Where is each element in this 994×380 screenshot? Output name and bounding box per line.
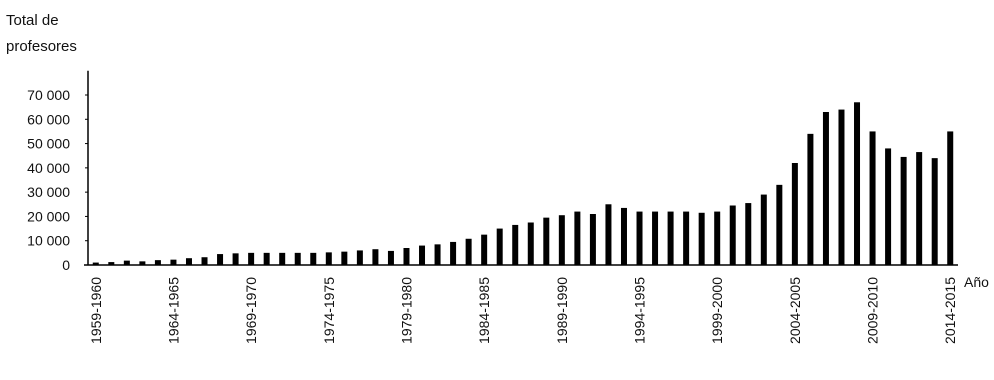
- bar: [667, 211, 674, 265]
- bar: [885, 148, 892, 265]
- y-axis-title: Total de profesores: [6, 12, 77, 55]
- bar: [791, 163, 798, 265]
- bar: [310, 252, 317, 265]
- x-tick-label: 2014-2015: [942, 277, 958, 344]
- x-axis-title: Año: [964, 274, 989, 290]
- y-tick-label: 50 000: [27, 136, 70, 152]
- y-tick-label: 60 000: [27, 111, 70, 127]
- bar: [434, 244, 441, 265]
- bar: [294, 252, 301, 265]
- bar: [387, 250, 394, 265]
- bar: [527, 222, 534, 265]
- bar: [201, 257, 208, 265]
- x-tick-label: 2004-2005: [787, 277, 803, 344]
- bar: [729, 205, 736, 265]
- y-tick-label: 0: [62, 257, 70, 273]
- bar: [341, 251, 348, 265]
- bar: [170, 259, 177, 265]
- bar: [698, 212, 705, 265]
- y-tick-label: 70 000: [27, 87, 70, 103]
- bar: [776, 184, 783, 265]
- bar: [947, 131, 954, 265]
- y-tick-label: 40 000: [27, 160, 70, 176]
- bar: [92, 262, 99, 265]
- bar: [558, 215, 565, 265]
- bar: [807, 133, 814, 265]
- y-tick-label: 30 000: [27, 184, 70, 200]
- bar: [589, 214, 596, 265]
- bar: [217, 254, 224, 265]
- bar: [481, 234, 488, 265]
- bar: [636, 211, 643, 265]
- bar: [822, 112, 829, 265]
- y-tick-label: 10 000: [27, 233, 70, 249]
- x-tick-label: 1989-1990: [554, 277, 570, 344]
- bar: [185, 258, 192, 265]
- bar: [683, 211, 690, 265]
- x-tick-label: 1964-1965: [165, 277, 181, 344]
- bar: [403, 248, 410, 265]
- x-tick-label: 1974-1975: [321, 277, 337, 344]
- bar: [232, 253, 239, 265]
- x-tick-label: 1994-1995: [632, 277, 648, 344]
- bar: [760, 194, 767, 265]
- bar: [652, 211, 659, 265]
- bar: [279, 252, 286, 265]
- bar: [900, 156, 907, 265]
- x-tick-label: 1969-1970: [243, 277, 259, 344]
- bar: [139, 261, 146, 265]
- x-tick-label: 1979-1980: [398, 277, 414, 344]
- x-tick-label: 2009-2010: [865, 277, 881, 344]
- x-tick-label: 1959-1960: [88, 277, 104, 344]
- bar: [496, 228, 503, 265]
- bar: [745, 203, 752, 265]
- bar: [372, 249, 379, 265]
- x-tick-label: 1999-2000: [709, 277, 725, 344]
- y-tick-label: 20 000: [27, 208, 70, 224]
- bar: [108, 262, 115, 265]
- bar: [714, 211, 721, 265]
- bar: [916, 152, 923, 265]
- bar: [356, 250, 363, 265]
- bar: [512, 224, 519, 265]
- bar: [248, 252, 255, 265]
- bar: [838, 109, 845, 265]
- bar: [543, 217, 550, 265]
- bar: [154, 260, 161, 265]
- bar: [605, 204, 612, 265]
- bar: [325, 252, 332, 265]
- bar: [854, 102, 861, 266]
- bar: [465, 238, 472, 265]
- bar: [574, 211, 581, 265]
- bar: [869, 131, 876, 265]
- bar: [419, 245, 426, 265]
- bar: [620, 207, 627, 265]
- x-tick-label: 1984-1985: [476, 277, 492, 344]
- bar: [450, 241, 457, 265]
- bar: [931, 158, 938, 265]
- bar: [263, 252, 270, 265]
- bar: [123, 260, 130, 265]
